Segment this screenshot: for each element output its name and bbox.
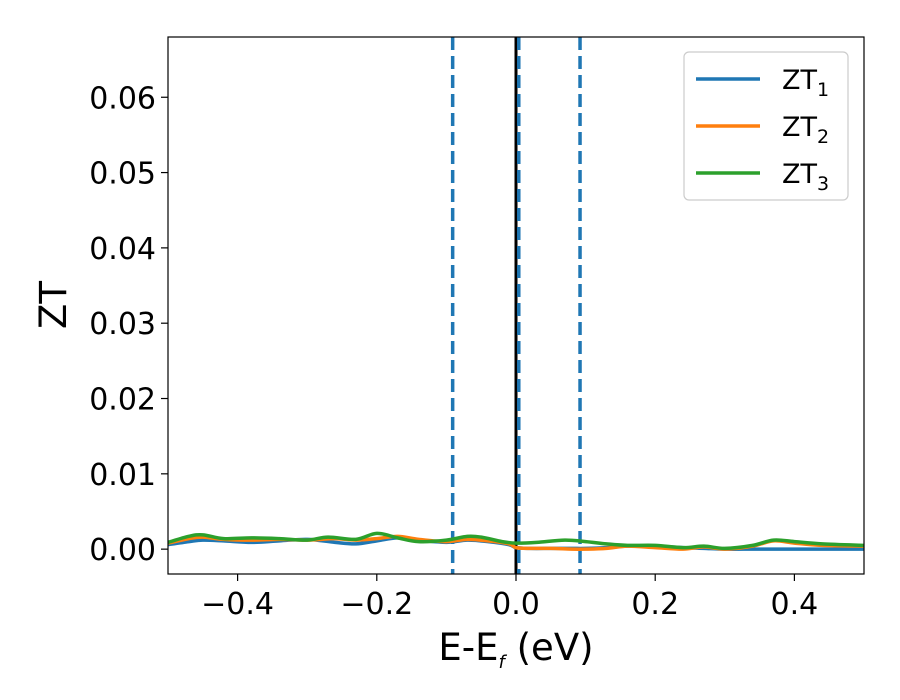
y-tick-label: 0.04 xyxy=(89,232,156,267)
y-tick-label: 0.03 xyxy=(89,307,156,342)
x-axis-ticks: −0.4 −0.2 0.0 0.2 0.4 xyxy=(201,574,818,622)
plot-area xyxy=(168,37,864,574)
legend-label-zt3: ZT3 xyxy=(782,159,829,195)
y-axis-ticks: 0.00 0.01 0.02 0.03 0.04 0.05 0.06 xyxy=(89,81,168,568)
x-tick-label: 0.4 xyxy=(771,587,819,622)
legend-box xyxy=(683,51,849,201)
y-tick-label: 0.06 xyxy=(89,81,156,116)
y-tick-label: 0.02 xyxy=(89,383,156,418)
legend: ZT1 ZT2 ZT3 xyxy=(683,51,849,201)
x-tick-label: −0.2 xyxy=(340,587,413,622)
x-tick-label: 0.0 xyxy=(492,587,540,622)
legend-label-zt1: ZT1 xyxy=(782,65,829,101)
x-tick-label: 0.2 xyxy=(631,587,679,622)
y-tick-label: 0.05 xyxy=(89,157,156,192)
x-axis-label: E-Ef (eV) xyxy=(438,626,593,673)
y-axis-label: ZT xyxy=(32,281,75,329)
vertical-lines xyxy=(450,37,582,574)
x-tick-label: −0.4 xyxy=(201,587,274,622)
series-line-zt3 xyxy=(168,531,864,551)
y-tick-label: 0.00 xyxy=(89,533,156,568)
series-lines xyxy=(168,531,864,551)
y-tick-label: 0.01 xyxy=(89,458,156,493)
legend-label-zt2: ZT2 xyxy=(782,112,829,148)
